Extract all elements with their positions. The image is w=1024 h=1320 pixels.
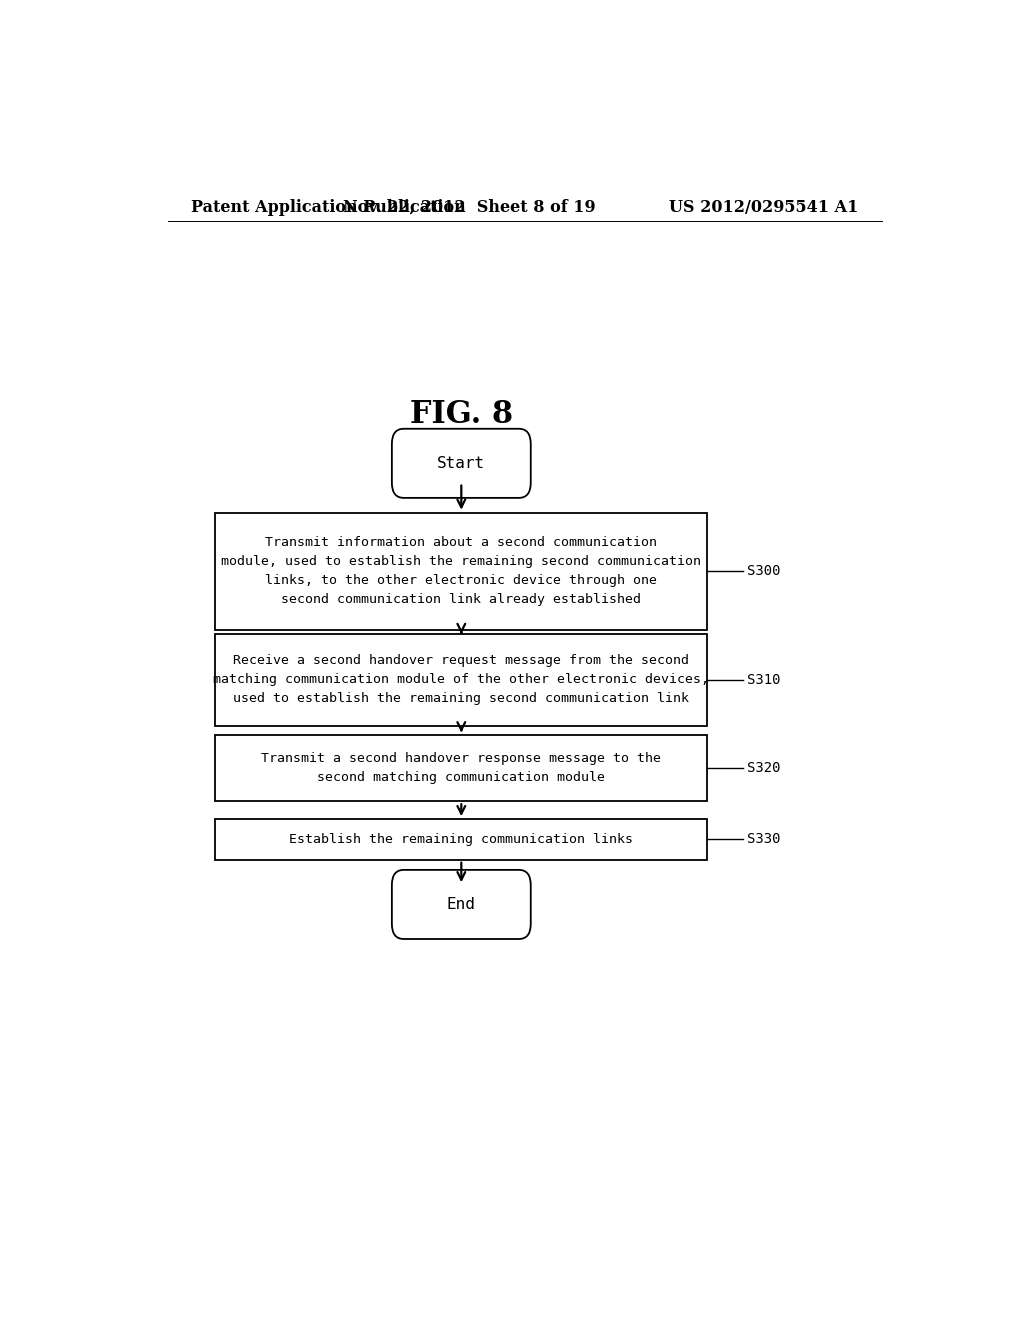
FancyBboxPatch shape [392,870,530,939]
Text: FIG. 8: FIG. 8 [410,399,513,430]
Text: S320: S320 [748,762,780,775]
Text: Start: Start [437,455,485,471]
FancyBboxPatch shape [392,429,530,498]
Text: US 2012/0295541 A1: US 2012/0295541 A1 [669,199,858,215]
Bar [215,735,708,801]
Bar [215,634,708,726]
Text: S330: S330 [748,833,780,846]
Text: Establish the remaining communication links: Establish the remaining communication li… [290,833,633,846]
Text: Receive a second handover request message from the second
matching communication: Receive a second handover request messag… [213,655,710,705]
Text: Nov. 22, 2012  Sheet 8 of 19: Nov. 22, 2012 Sheet 8 of 19 [343,199,596,215]
Bar [215,818,708,859]
Text: S300: S300 [748,564,780,578]
Bar [215,512,708,630]
Text: S310: S310 [748,673,780,686]
Text: Transmit a second handover response message to the
second matching communication: Transmit a second handover response mess… [261,752,662,784]
Text: Transmit information about a second communication
module, used to establish the : Transmit information about a second comm… [221,536,701,606]
Text: End: End [446,896,476,912]
Text: Patent Application Publication: Patent Application Publication [191,199,466,215]
